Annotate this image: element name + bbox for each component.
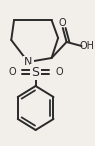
Text: O: O <box>58 18 66 28</box>
Text: O: O <box>55 67 63 77</box>
Text: N: N <box>24 57 32 67</box>
Text: OH: OH <box>80 41 95 51</box>
Text: S: S <box>32 66 40 79</box>
Text: O: O <box>8 67 16 77</box>
